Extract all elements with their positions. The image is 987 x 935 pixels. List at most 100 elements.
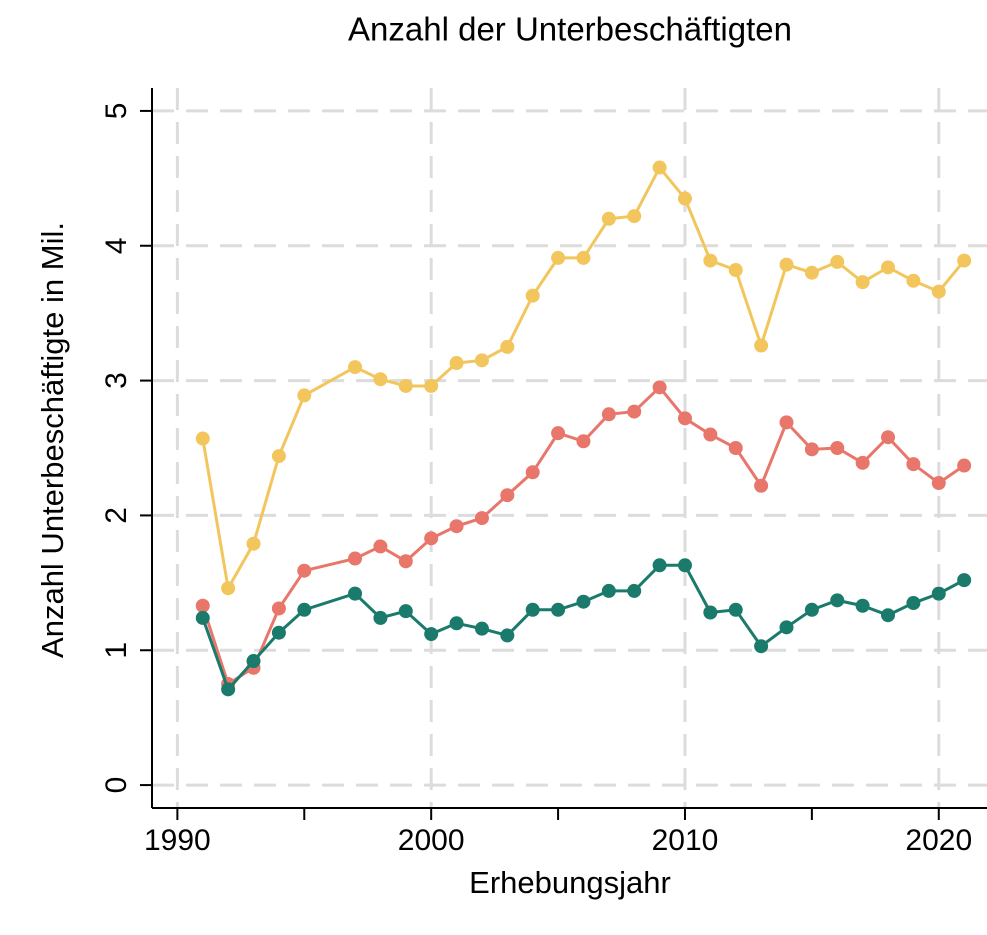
data-point bbox=[804, 442, 819, 457]
data-point bbox=[627, 404, 642, 419]
data-point bbox=[297, 602, 312, 617]
data-point bbox=[779, 415, 794, 430]
data-point bbox=[804, 602, 819, 617]
data-point bbox=[652, 558, 667, 573]
data-point bbox=[551, 602, 566, 617]
y-tick-label: 1 bbox=[100, 642, 133, 659]
x-axis-label: Erhebungsjahr bbox=[469, 865, 671, 900]
y-tick-label: 0 bbox=[100, 777, 133, 794]
data-point bbox=[551, 250, 566, 265]
data-point bbox=[348, 586, 363, 601]
data-point bbox=[728, 441, 743, 455]
data-point bbox=[855, 598, 870, 613]
x-tick-label: 2010 bbox=[652, 824, 719, 857]
data-point bbox=[576, 434, 591, 449]
data-point bbox=[931, 284, 946, 299]
data-point bbox=[271, 449, 286, 464]
data-point bbox=[525, 465, 540, 480]
data-point bbox=[957, 573, 972, 588]
data-point bbox=[779, 257, 794, 272]
data-point bbox=[424, 627, 439, 642]
data-point bbox=[906, 457, 921, 472]
data-point bbox=[754, 478, 769, 493]
y-tick-label: 2 bbox=[100, 507, 133, 524]
x-tick-label: 1990 bbox=[144, 824, 211, 857]
data-point bbox=[601, 407, 616, 422]
data-point bbox=[703, 427, 718, 442]
data-point bbox=[424, 378, 439, 393]
data-point bbox=[906, 273, 921, 288]
data-point bbox=[474, 511, 489, 526]
data-point bbox=[957, 458, 972, 473]
data-point bbox=[221, 682, 236, 697]
data-point bbox=[779, 620, 794, 635]
y-axis-label: Anzahl Unterbeschäftigte in Mil. bbox=[35, 222, 70, 658]
data-point bbox=[627, 209, 642, 224]
data-point bbox=[881, 260, 896, 275]
data-point bbox=[703, 253, 718, 268]
data-point bbox=[500, 628, 515, 643]
series-line bbox=[201, 563, 965, 693]
data-point bbox=[601, 583, 616, 598]
data-point bbox=[881, 608, 896, 623]
series-line bbox=[201, 164, 966, 593]
data-point bbox=[830, 254, 845, 269]
data-point bbox=[525, 602, 540, 617]
data-point bbox=[677, 411, 692, 426]
data-point bbox=[271, 601, 286, 616]
data-point bbox=[804, 265, 819, 280]
y-tick-label: 3 bbox=[100, 372, 133, 389]
data-point bbox=[627, 583, 642, 598]
chart-title: Anzahl der Unterbeschäftigten bbox=[348, 11, 792, 48]
data-point bbox=[348, 551, 363, 566]
data-point bbox=[449, 356, 464, 371]
data-point bbox=[195, 598, 210, 613]
data-point bbox=[500, 488, 515, 503]
data-point bbox=[500, 339, 515, 354]
data-point bbox=[855, 455, 870, 470]
data-point bbox=[373, 610, 388, 625]
data-point bbox=[906, 596, 921, 611]
data-point bbox=[525, 288, 540, 303]
data-point bbox=[601, 211, 616, 226]
data-point bbox=[398, 604, 413, 619]
data-point bbox=[754, 338, 769, 353]
data-point bbox=[931, 586, 946, 601]
data-point bbox=[449, 616, 464, 631]
data-point bbox=[728, 263, 743, 278]
data-point bbox=[348, 360, 363, 375]
data-point bbox=[652, 160, 667, 175]
data-point bbox=[931, 476, 946, 491]
data-point bbox=[855, 275, 870, 290]
series-line bbox=[201, 385, 966, 687]
data-point bbox=[576, 250, 591, 265]
data-point bbox=[195, 431, 210, 446]
y-tick-label: 4 bbox=[100, 237, 133, 254]
data-point bbox=[373, 372, 388, 387]
data-point bbox=[754, 639, 769, 654]
x-tick-label: 2000 bbox=[398, 824, 465, 857]
data-point bbox=[677, 191, 692, 206]
data-point bbox=[677, 558, 692, 573]
data-point bbox=[449, 519, 464, 534]
data-point bbox=[246, 536, 261, 551]
data-point bbox=[297, 388, 312, 403]
data-point bbox=[830, 593, 845, 608]
data-point bbox=[398, 554, 413, 569]
data-point bbox=[271, 625, 286, 640]
data-point bbox=[474, 353, 489, 368]
data-point bbox=[830, 441, 845, 455]
data-point bbox=[195, 610, 210, 625]
data-point bbox=[551, 426, 566, 441]
y-tick-label: 5 bbox=[100, 103, 133, 120]
data-point bbox=[297, 563, 312, 578]
data-point bbox=[957, 253, 972, 268]
data-point bbox=[246, 654, 261, 669]
data-point bbox=[474, 621, 489, 636]
data-point bbox=[652, 380, 667, 395]
data-point bbox=[881, 430, 896, 445]
data-point bbox=[221, 581, 236, 596]
x-tick-label: 2020 bbox=[905, 824, 972, 857]
data-point bbox=[703, 605, 718, 620]
